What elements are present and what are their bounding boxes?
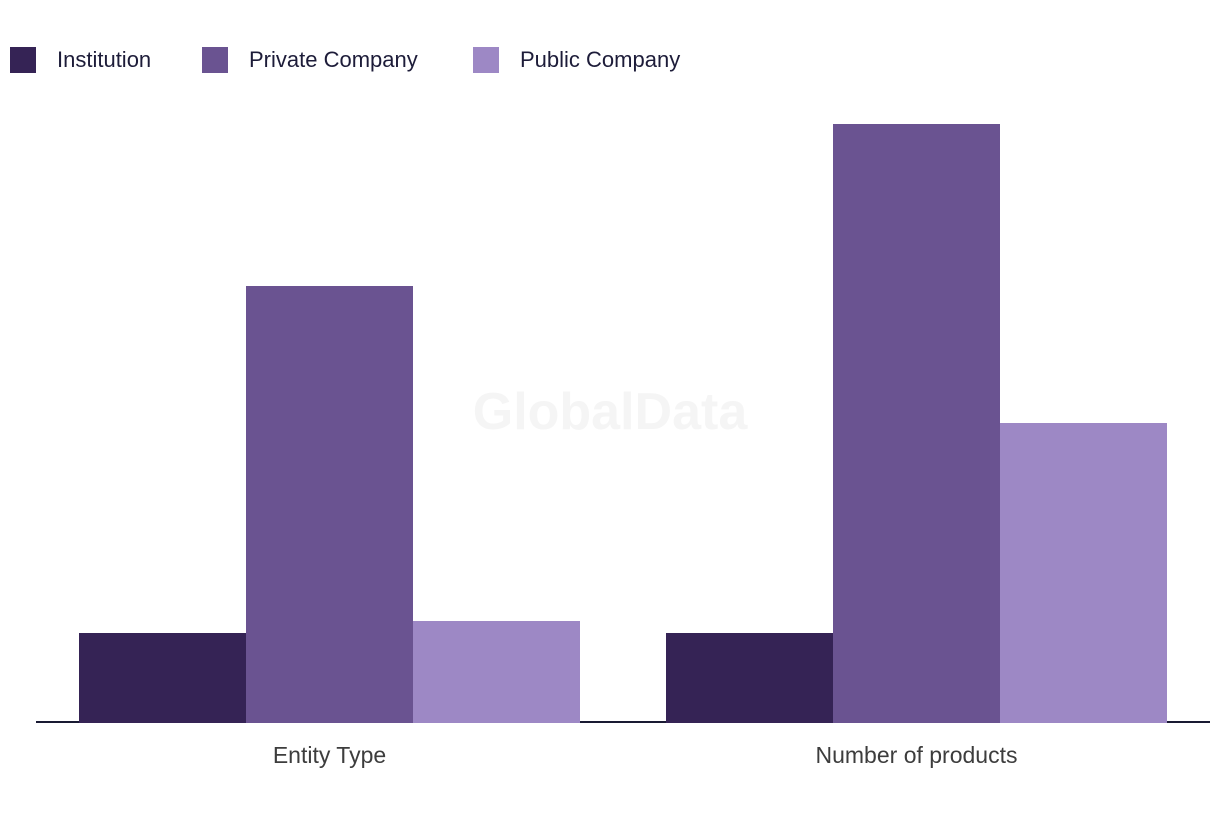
bar-public-company-entity-type[interactable]	[413, 621, 580, 723]
x-axis-label-entity-type: Entity Type	[272, 742, 387, 768]
legend-label: Public Company	[520, 47, 681, 72]
legend-swatch-icon	[202, 47, 228, 73]
bar-private-company-entity-type[interactable]	[246, 286, 413, 723]
bar-private-company-number-of-products[interactable]	[833, 124, 1000, 723]
legend-item-private-company[interactable]: Private Company	[202, 47, 418, 73]
bar-institution-number-of-products[interactable]	[666, 633, 833, 723]
legend-label: Institution	[57, 47, 152, 72]
legend-swatch-icon	[473, 47, 499, 73]
x-axis-label-number-of-products: Number of products	[815, 742, 1018, 768]
legend-label: Private Company	[249, 47, 418, 72]
bar-public-company-number-of-products[interactable]	[1000, 423, 1167, 723]
legend-item-public-company[interactable]: Public Company	[473, 47, 680, 73]
legend-swatch-icon	[10, 47, 36, 73]
bar-institution-entity-type[interactable]	[79, 633, 246, 723]
legend-item-institution[interactable]: Institution	[10, 47, 151, 73]
x-axis-line	[36, 721, 1210, 723]
